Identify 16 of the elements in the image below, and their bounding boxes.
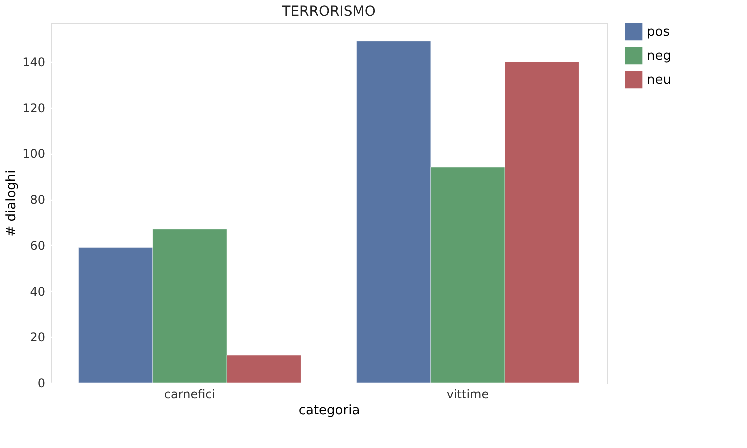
y-tick-label: 0	[38, 376, 46, 390]
y-tick-label: 120	[22, 101, 46, 116]
y-tick-label: 20	[30, 330, 46, 345]
y-tick-label: 140	[22, 55, 46, 70]
y-tick-label: 80	[30, 193, 46, 208]
y-tick-label: 60	[30, 238, 46, 253]
legend-label: neu	[647, 73, 672, 88]
x-tick-label: carnefici	[164, 388, 216, 402]
y-tick-label: 40	[30, 284, 46, 299]
x-axis-title: categoria	[298, 404, 360, 418]
legend-label: neg	[647, 49, 672, 64]
x-tick-label: vittime	[446, 388, 490, 402]
y-tick-label: 100	[22, 147, 46, 162]
y-axis-title: # dialoghi	[4, 170, 20, 237]
chart-title: TERRORISMO	[281, 4, 376, 20]
legend-label: pos	[647, 25, 670, 40]
